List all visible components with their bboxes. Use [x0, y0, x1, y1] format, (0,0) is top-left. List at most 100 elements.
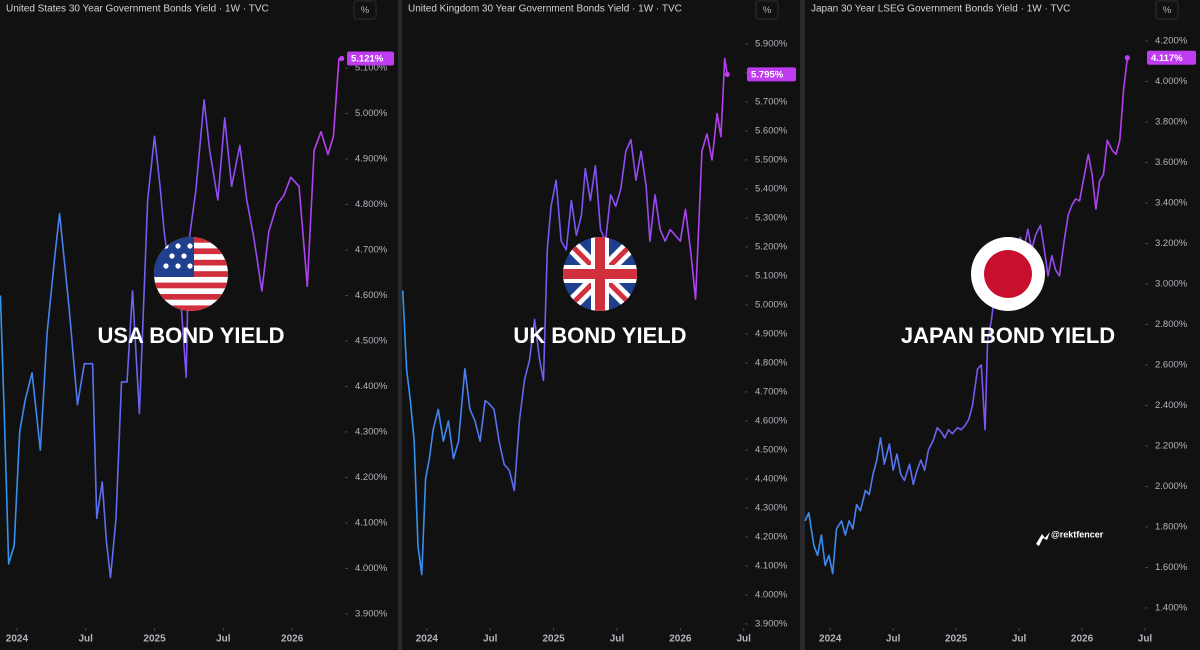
y-tick-label: 5.000%	[755, 299, 788, 310]
y-tick-label: 5.400%	[755, 183, 788, 194]
y-tick-label: 4.100%	[355, 517, 388, 528]
unit-button-bg[interactable]	[1155, 0, 1179, 20]
y-tick-label: 4.900%	[755, 328, 788, 339]
unit-button-bg[interactable]	[755, 0, 779, 20]
unit-button-bg[interactable]	[353, 0, 377, 20]
price-label: 5.121%	[351, 53, 384, 64]
y-tick-label: 4.800%	[355, 199, 388, 210]
y-tick-label: 3.400%	[1155, 197, 1188, 208]
x-tick-label: 2026	[669, 634, 692, 645]
divider	[398, 0, 402, 650]
yield-line	[401, 57, 729, 576]
x-tick-label: Jul	[1012, 634, 1027, 645]
y-tick-label: 1.600%	[1155, 562, 1188, 573]
x-tick-label: 2025	[542, 634, 565, 645]
y-tick-label: 5.600%	[755, 125, 788, 136]
y-tick-label: 4.500%	[755, 444, 788, 455]
y-tick-label: 2.000%	[1155, 481, 1188, 492]
last-point	[339, 55, 345, 62]
overlay-label: UK BOND YIELD	[513, 323, 686, 348]
y-tick-label: 2.800%	[1155, 319, 1188, 330]
watermark: @rektfencer	[1051, 529, 1104, 539]
y-tick-label: 4.000%	[1155, 76, 1188, 87]
x-tick-label: Jul	[1138, 634, 1153, 645]
x-tick-label: 2025	[945, 634, 968, 645]
x-tick-label: Jul	[483, 634, 498, 645]
us-flag	[154, 237, 228, 311]
x-tick-label: Jul	[216, 634, 231, 645]
unit-button[interactable]: %	[361, 5, 370, 16]
chart-panel: United States 30 Year Government Bonds Y…	[0, 0, 394, 645]
y-tick-label: 4.200%	[755, 531, 788, 542]
unit-button[interactable]: %	[1163, 5, 1172, 16]
panel	[0, 0, 398, 650]
yield-line	[804, 57, 1129, 575]
y-tick-label: 4.200%	[1155, 35, 1188, 46]
y-tick-label: 4.700%	[355, 245, 388, 256]
chart-title: United States 30 Year Government Bonds Y…	[6, 4, 269, 15]
unit-button[interactable]: %	[763, 5, 772, 16]
price-label-bg	[747, 67, 796, 82]
y-tick-label: 3.200%	[1155, 238, 1188, 249]
y-tick-label: 4.300%	[355, 426, 388, 437]
y-tick-label: 5.500%	[755, 154, 788, 165]
x-tick-label: 2026	[281, 634, 304, 645]
y-tick-label: 4.600%	[755, 415, 788, 426]
y-tick-label: 1.800%	[1155, 521, 1188, 532]
y-tick-label: 5.900%	[755, 38, 788, 49]
y-tick-label: 3.900%	[755, 618, 788, 629]
y-tick-label: 4.700%	[755, 386, 788, 397]
y-tick-label: 1.400%	[1155, 602, 1188, 613]
y-tick-label: 5.700%	[755, 96, 788, 107]
y-tick-label: 4.600%	[355, 290, 388, 301]
y-tick-label: 4.800%	[755, 357, 788, 368]
x-tick-label: Jul	[737, 634, 752, 645]
divider	[800, 0, 805, 650]
chart-panel: Japan 30 Year LSEG Government Bonds Yiel…	[804, 0, 1196, 645]
y-tick-label: 3.000%	[1155, 278, 1188, 289]
x-tick-label: 2024	[6, 634, 29, 645]
overlay-label: JAPAN BOND YIELD	[901, 323, 1115, 348]
price-label-bg	[1147, 50, 1196, 65]
y-tick-label: 2.400%	[1155, 400, 1188, 411]
x-tick-label: Jul	[79, 634, 94, 645]
y-tick-label: 4.400%	[755, 473, 788, 484]
y-tick-label: 2.600%	[1155, 359, 1188, 370]
y-tick-label: 5.200%	[755, 241, 788, 252]
chart-title: United Kingdom 30 Year Government Bonds …	[408, 4, 682, 15]
y-tick-label: 5.000%	[355, 108, 388, 119]
y-tick-label: 4.900%	[355, 154, 388, 165]
watermark-icon	[1036, 532, 1050, 546]
price-label-bg	[347, 51, 394, 66]
x-tick-label: Jul	[886, 634, 901, 645]
last-point	[1124, 55, 1130, 61]
y-tick-label: 3.800%	[1155, 116, 1188, 127]
y-tick-label: 4.000%	[355, 563, 388, 574]
x-tick-label: Jul	[610, 634, 625, 645]
y-tick-label: 2.200%	[1155, 440, 1188, 451]
price-label: 4.117%	[1151, 53, 1183, 64]
y-tick-label: 4.500%	[355, 335, 388, 346]
x-tick-label: 2025	[143, 634, 166, 645]
y-tick-label: 4.400%	[355, 381, 388, 392]
x-tick-label: 2024	[819, 634, 842, 645]
chart-panel: United Kingdom 30 Year Government Bonds …	[401, 0, 796, 645]
panel	[805, 0, 1200, 650]
y-tick-label: 3.900%	[355, 608, 388, 619]
x-tick-label: 2026	[1071, 634, 1094, 645]
price-label: 5.795%	[751, 69, 784, 80]
panel	[402, 0, 800, 650]
y-tick-label: 4.100%	[755, 560, 788, 571]
y-tick-label: 4.000%	[755, 589, 788, 600]
y-tick-label: 5.300%	[755, 212, 788, 223]
chart-title: Japan 30 Year LSEG Government Bonds Yiel…	[811, 4, 1070, 15]
x-tick-label: 2024	[416, 634, 439, 645]
jp-flag-sun	[984, 250, 1032, 298]
y-tick-label: 5.100%	[755, 270, 788, 281]
y-tick-label: 4.200%	[355, 472, 388, 483]
y-tick-label: 3.600%	[1155, 157, 1188, 168]
yield-line	[0, 57, 342, 579]
y-tick-label: 4.300%	[755, 502, 788, 513]
